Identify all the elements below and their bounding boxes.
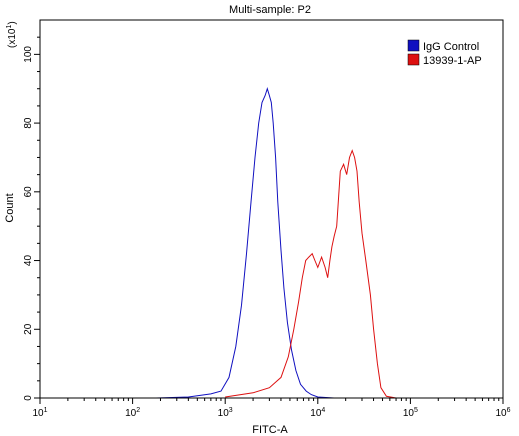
y-tick-label-1: 0 <box>23 395 34 401</box>
y-tick-label-3: 40 <box>23 255 34 267</box>
x-tick-label-6: 106 <box>495 407 510 419</box>
y-multiplier-label: (x101) <box>6 21 18 48</box>
x-axis-label: FITC-A <box>252 424 288 436</box>
series-line-2 <box>225 149 397 399</box>
svg-text:(x101): (x101) <box>6 21 18 48</box>
y-tick-label-5: 80 <box>23 117 34 129</box>
y-multiplier-prefix: (x10 <box>7 28 18 48</box>
ticks-layer: 101 102 103 104 105 106 0 20 40 60 80 100 <box>23 36 511 419</box>
legend-swatch-1 <box>407 39 420 52</box>
x-tick-label-2: 102 <box>125 407 140 419</box>
y-tick-label-4: 60 <box>23 186 34 198</box>
y-axis-label: Count <box>4 193 16 222</box>
legend-label-1: IgG Control <box>423 41 479 53</box>
legend-swatch-2 <box>407 53 420 66</box>
legend-label-2: 13939-1-AP <box>423 55 482 67</box>
series-line-1 <box>156 87 335 399</box>
series-layer <box>156 87 397 399</box>
x-tick-label-5: 105 <box>403 407 418 419</box>
y-multiplier-suffix: ) <box>7 21 18 24</box>
plot-frame <box>39 19 504 399</box>
axes-layer <box>39 19 504 399</box>
x-tick-label-3: 103 <box>218 407 233 419</box>
y-tick-label-2: 20 <box>23 323 34 335</box>
x-tick-label-1: 101 <box>32 407 47 419</box>
chart-title: Multi-sample: P2 <box>229 4 311 16</box>
y-axis-label-group: Count <box>4 193 16 222</box>
y-multiplier-exponent: 1 <box>6 25 13 29</box>
x-tick-label-4: 104 <box>310 407 325 419</box>
legend: IgG Control 13939-1-AP <box>407 39 482 67</box>
y-tick-label-6: 100 <box>23 46 34 63</box>
